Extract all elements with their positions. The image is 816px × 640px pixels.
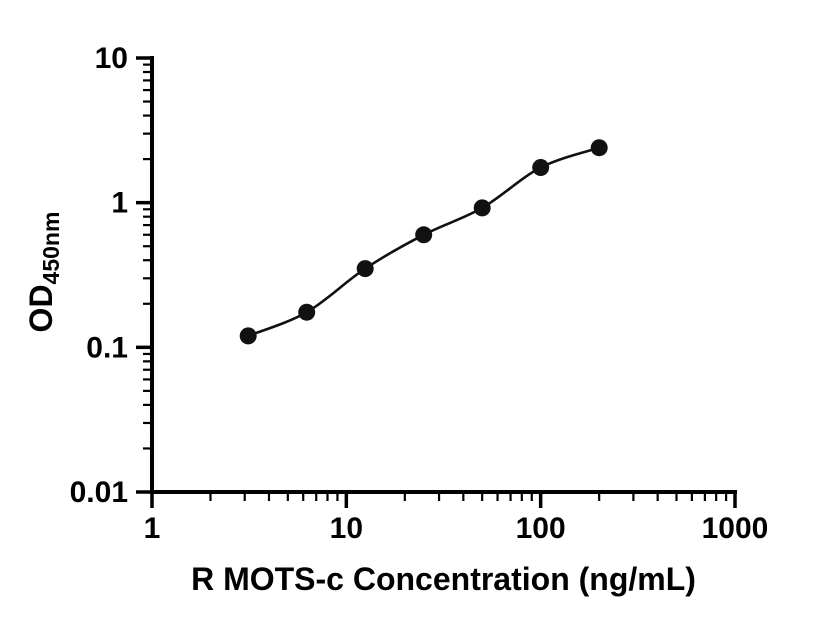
data-point [356,260,374,278]
y-tick-label: 1 [111,187,128,220]
x-tick-label: 1000 [702,512,769,545]
data-point [415,226,433,244]
x-axis-title: R MOTS-c Concentration (ng/mL) [191,561,696,597]
y-tick-label: 0.1 [86,331,128,364]
x-tick-label: 10 [330,512,363,545]
y-tick-label: 0.01 [70,476,128,509]
y-axis-title-od: OD [23,284,59,332]
y-tick-label: 10 [95,42,128,75]
y-axis-title-subscript: 450nm [38,212,64,285]
data-point [590,139,608,157]
data-point [473,199,491,217]
x-tick-label: 100 [516,512,566,545]
data-point [239,327,257,345]
y-axis-title: OD450nm [23,212,64,333]
x-tick-label: 1 [144,512,161,545]
data-point [532,159,550,176]
data-point [298,303,316,321]
